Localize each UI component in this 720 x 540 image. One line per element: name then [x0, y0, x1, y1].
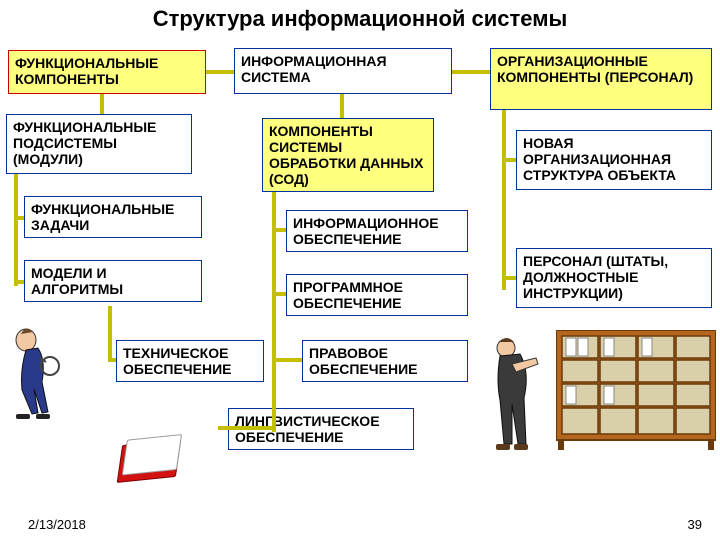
connector-line — [14, 174, 18, 286]
box-org-comp: ОРГАНИЗАЦИОННЫЕ КОМПОНЕНТЫ (ПЕРСОНАЛ) — [490, 48, 712, 110]
footer-date: 2/13/2018 — [28, 517, 86, 532]
connector-line — [340, 94, 344, 118]
box-tech-prov: ТЕХНИЧЕСКОЕ ОБЕСПЕЧЕНИЕ — [116, 340, 264, 382]
box-new-org: НОВАЯ ОРГАНИЗАЦИОННАЯ СТРУКТУРА ОБЪЕКТА — [516, 130, 712, 190]
person-inspecting-illustration — [6, 320, 76, 420]
connector-line — [452, 70, 490, 74]
connector-line — [108, 306, 112, 362]
connector-line — [502, 110, 506, 290]
page-title: Структура информационной системы — [0, 6, 720, 32]
box-legal-prov: ПРАВОВОЕ ОБЕСПЕЧЕНИЕ — [302, 340, 468, 382]
person-filing-illustration — [482, 334, 544, 452]
connector-line — [502, 276, 516, 280]
connector-line — [272, 228, 286, 232]
box-models: МОДЕЛИ И АЛГОРИТМЫ — [24, 260, 202, 302]
box-comp-sod: КОМПОНЕНТЫ СИСТЕМЫ ОБРАБОТКИ ДАННЫХ (СОД… — [262, 118, 434, 192]
connector-line — [272, 358, 302, 362]
connector-line — [100, 94, 104, 114]
filing-shelf-illustration — [556, 330, 716, 450]
connector-line — [14, 280, 24, 284]
box-pers-staff: ПЕРСОНАЛ (ШТАТЫ, ДОЛЖНОСТНЫЕ ИНСТРУКЦИИ) — [516, 248, 712, 308]
box-prog-prov: ПРОГРАММНОЕ ОБЕСПЕЧЕНИЕ — [286, 274, 468, 316]
connector-line — [272, 292, 286, 296]
box-func-task: ФУНКЦИОНАЛЬНЫЕ ЗАДАЧИ — [24, 196, 202, 238]
book-illustration — [117, 439, 182, 483]
box-func-sub: ФУНКЦИОНАЛЬНЫЕ ПОДСИСТЕМЫ (МОДУЛИ) — [6, 114, 192, 174]
connector-line — [206, 70, 234, 74]
connector-line — [218, 426, 276, 430]
box-info-prov: ИНФОРМАЦИОННОЕ ОБЕСПЕЧЕНИЕ — [286, 210, 468, 252]
box-info-sys: ИНФОРМАЦИОННАЯ СИСТЕМА — [234, 48, 452, 94]
connector-line — [502, 158, 516, 162]
connector-line — [14, 216, 24, 220]
footer-page: 39 — [688, 517, 702, 532]
box-func-comp: ФУНКЦИОНАЛЬНЫЕ КОМПОНЕНТЫ — [8, 50, 206, 94]
